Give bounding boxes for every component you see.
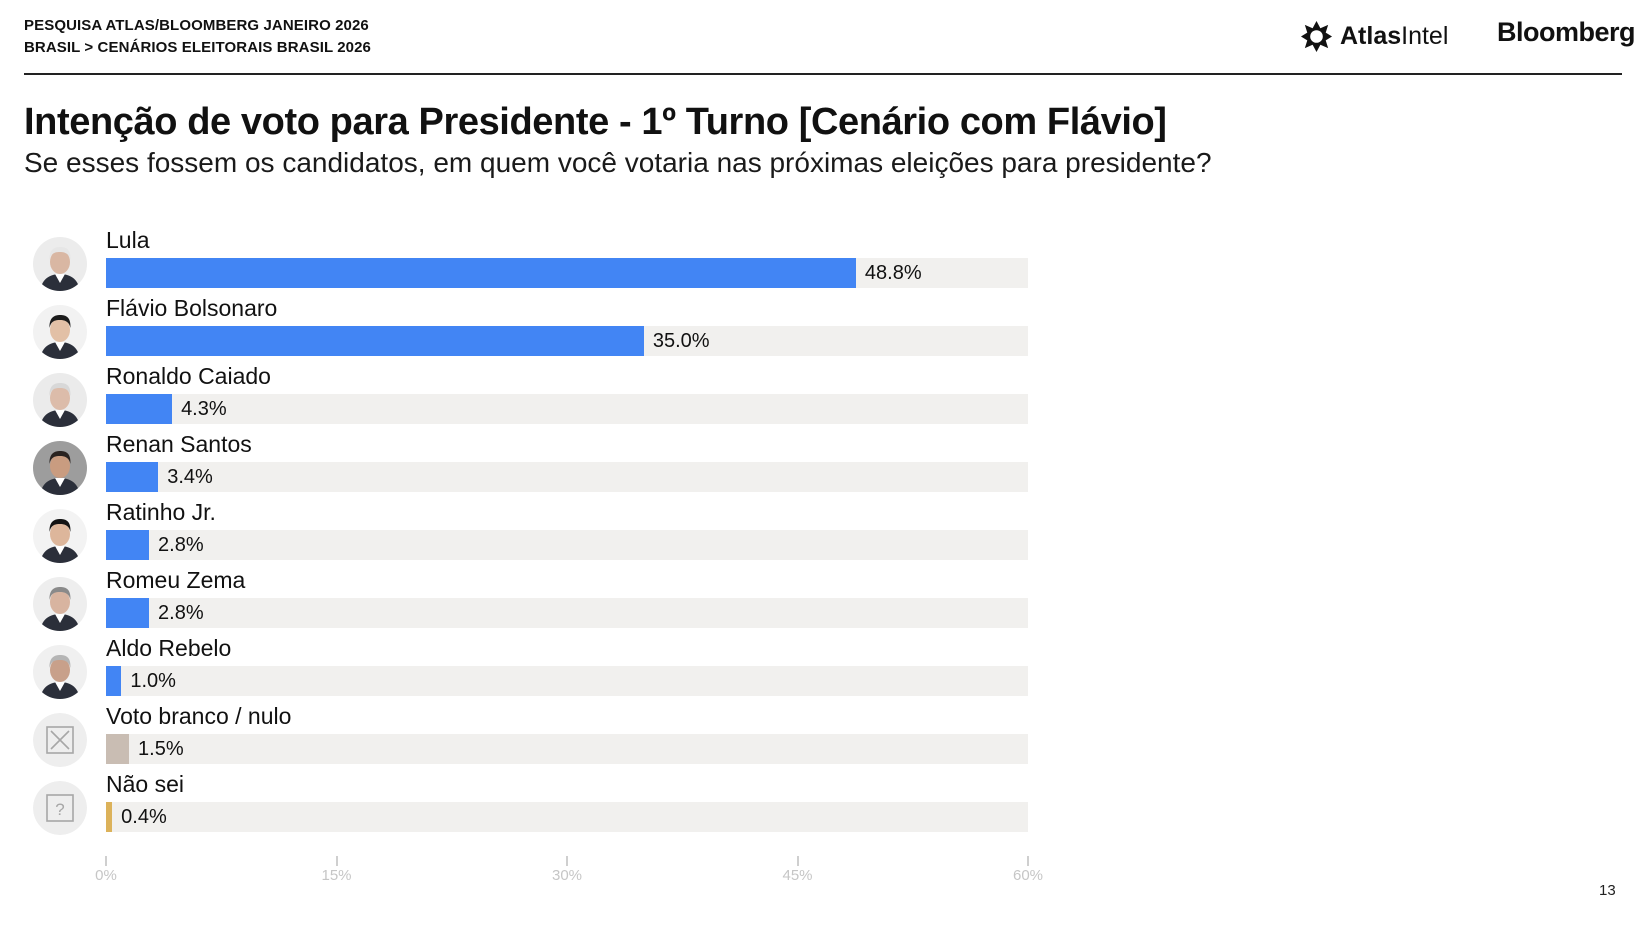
bar-track bbox=[106, 802, 1028, 832]
category-label: Renan Santos bbox=[106, 431, 252, 457]
bar-row: Romeu Zema 2.8% bbox=[0, 567, 1100, 635]
page-number: 13 bbox=[1599, 882, 1616, 899]
atlasintel-mark-icon bbox=[1300, 20, 1333, 52]
bar bbox=[106, 666, 122, 696]
x-tick bbox=[566, 856, 568, 866]
data-label: 4.3% bbox=[181, 398, 227, 420]
bar-track bbox=[106, 598, 1028, 628]
data-label: 3.4% bbox=[167, 466, 213, 488]
candidate-photo bbox=[33, 577, 87, 631]
x-tick bbox=[1027, 856, 1029, 866]
x-tick bbox=[335, 856, 338, 866]
bar-track bbox=[106, 394, 1028, 424]
x-box-icon bbox=[33, 713, 87, 767]
atlas-logo-bold: Atlas bbox=[1340, 21, 1402, 50]
bar-track bbox=[106, 734, 1028, 764]
category-label: Aldo Rebelo bbox=[106, 635, 232, 661]
data-label: 35.0% bbox=[652, 330, 710, 352]
svg-text:?: ? bbox=[55, 800, 64, 819]
bar-row: Renan Santos 3.4% bbox=[0, 431, 1100, 499]
data-label: 2.8% bbox=[158, 602, 204, 624]
x-tick-label: 15% bbox=[321, 867, 352, 884]
bar bbox=[106, 530, 150, 560]
question-box-icon: ? bbox=[33, 781, 87, 835]
bar-row: Voto branco / nulo 1.5% bbox=[0, 703, 1100, 771]
bar-row: Lula 48.8% bbox=[0, 227, 1100, 295]
bar-track bbox=[106, 462, 1028, 492]
bloomberg-logo: Bloomberg bbox=[1497, 17, 1636, 47]
candidate-photo bbox=[33, 373, 87, 427]
chart-title: Intenção de voto para Presidente - 1º Tu… bbox=[24, 101, 1167, 143]
bar-row: ? Não sei 0.4% bbox=[0, 771, 1100, 839]
category-label: Não sei bbox=[106, 771, 184, 797]
candidate-photo bbox=[33, 305, 87, 359]
bar bbox=[106, 394, 173, 424]
x-tick-label: 60% bbox=[1012, 867, 1044, 884]
category-label: Romeu Zema bbox=[106, 567, 246, 593]
data-label: 1.0% bbox=[130, 670, 176, 692]
bar bbox=[106, 734, 130, 764]
category-label: Ronaldo Caiado bbox=[106, 363, 271, 389]
atlasintel-logo: AtlasIntel bbox=[1300, 18, 1448, 54]
candidate-photo bbox=[33, 441, 87, 495]
x-tick-label: 0% bbox=[95, 867, 117, 884]
category-label: Flávio Bolsonaro bbox=[106, 295, 278, 321]
x-tick bbox=[105, 856, 107, 866]
data-label: 1.5% bbox=[138, 738, 184, 760]
x-tick-label: 45% bbox=[782, 867, 813, 884]
bar-row: Ratinho Jr. 2.8% bbox=[0, 499, 1100, 567]
candidate-photo bbox=[33, 645, 87, 699]
header-line-2: BRASIL > CENÁRIOS ELEITORAIS BRASIL 2026 bbox=[24, 39, 372, 56]
header-line-1: PESQUISA ATLAS/BLOOMBERG JANEIRO 2026 bbox=[24, 17, 369, 34]
data-label: 2.8% bbox=[158, 534, 204, 556]
bar-track bbox=[106, 530, 1028, 560]
category-label: Voto branco / nulo bbox=[106, 703, 292, 729]
category-label: Ratinho Jr. bbox=[106, 499, 216, 525]
bar-track bbox=[106, 666, 1028, 696]
header-rule bbox=[24, 73, 1622, 75]
bar bbox=[106, 258, 856, 288]
bar-row: Aldo Rebelo 1.0% bbox=[0, 635, 1100, 703]
bar bbox=[106, 802, 113, 832]
bar bbox=[106, 326, 644, 356]
atlas-logo-regular: Intel bbox=[1401, 21, 1449, 50]
bar bbox=[106, 598, 150, 628]
bar-row: Flávio Bolsonaro 35.0% bbox=[0, 295, 1100, 363]
category-label: Lula bbox=[106, 227, 150, 253]
candidate-photo bbox=[33, 237, 87, 291]
x-tick bbox=[796, 856, 799, 866]
data-label: 0.4% bbox=[121, 806, 167, 828]
data-label: 48.8% bbox=[864, 262, 922, 284]
bar bbox=[106, 462, 159, 492]
bar-row: Ronaldo Caiado 4.3% bbox=[0, 363, 1100, 431]
x-tick-label: 30% bbox=[551, 867, 583, 884]
chart-subtitle: Se esses fossem os candidatos, em quem v… bbox=[24, 147, 1212, 178]
candidate-photo bbox=[33, 509, 87, 563]
